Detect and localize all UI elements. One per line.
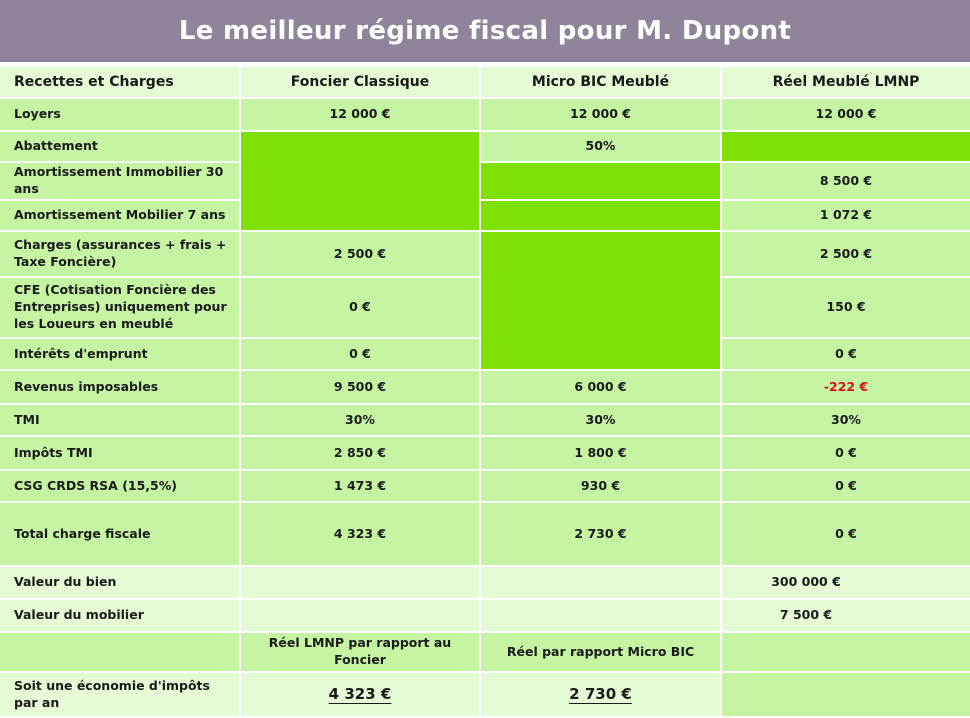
cell-revenus-foncier: 9 500 € (241, 371, 479, 403)
cell-comparison-micro: Réel par rapport Micro BIC (481, 633, 720, 671)
cell-loyers-reel: 12 000 € (722, 99, 970, 130)
cell-tmi-reel: 30% (722, 405, 970, 435)
cell-valeur-bien-reel-extra (890, 567, 970, 598)
row-label-amort-mobilier: Amortissement Mobilier 7 ans (0, 201, 239, 230)
row-label-valeur-mobilier: Valeur du mobilier (0, 600, 239, 631)
cell-cfe-foncier: 0 € (241, 278, 479, 337)
highlight-block-micro (481, 232, 720, 369)
cell-csg-reel: 0 € (722, 471, 970, 501)
cell-economie-foncier: 4 323 € (241, 673, 479, 716)
cell-tmi-foncier: 30% (241, 405, 479, 435)
column-header-reel-lmnp: Réel Meublé LMNP (722, 67, 970, 97)
row-label-abattement: Abattement (0, 132, 239, 161)
cell-interets-foncier: 0 € (241, 339, 479, 369)
row-label-charges: Charges (assurances + frais + Taxe Fonci… (0, 232, 239, 276)
row-label-impots-tmi: Impôts TMI (0, 437, 239, 469)
highlight-abattement-reel (722, 132, 970, 161)
cell-cfe-reel: 150 € (722, 278, 970, 337)
highlight-amort-mobilier-micro (481, 201, 720, 230)
cell-comparison-foncier: Réel LMNP par rapport au Foncier (241, 633, 479, 671)
cell-loyers-micro: 12 000 € (481, 99, 720, 130)
cell-tmi-micro: 30% (481, 405, 720, 435)
cell-csg-foncier: 1 473 € (241, 471, 479, 501)
cell-valeur-bien-foncier (241, 567, 479, 598)
row-label-cfe: CFE (Cotisation Foncière des Entreprises… (0, 278, 239, 337)
cell-economie-micro: 2 730 € (481, 673, 720, 716)
cell-abattement-micro: 50% (481, 132, 720, 161)
cell-csg-micro: 930 € (481, 471, 720, 501)
cell-impots-tmi-foncier: 2 850 € (241, 437, 479, 469)
row-label-tmi: TMI (0, 405, 239, 435)
cell-valeur-mobilier-foncier (241, 600, 479, 631)
cell-economie-reel (722, 673, 970, 716)
row-label-csg: CSG CRDS RSA (15,5%) (0, 471, 239, 501)
cell-amort-immobilier-reel: 8 500 € (722, 163, 970, 199)
cell-comparison-reel (722, 633, 970, 671)
tax-comparison-table: Recettes et Charges Foncier Classique Mi… (0, 62, 970, 718)
cell-revenus-micro: 6 000 € (481, 371, 720, 403)
cell-valeur-bien-micro (481, 567, 720, 598)
cell-valeur-mobilier-reel: 7 500 € (722, 600, 890, 631)
row-label-total: Total charge fiscale (0, 503, 239, 565)
row-label-interets: Intérêts d'emprunt (0, 339, 239, 369)
cell-impots-tmi-reel: 0 € (722, 437, 970, 469)
cell-loyers-foncier: 12 000 € (241, 99, 479, 130)
cell-amort-mobilier-reel: 1 072 € (722, 201, 970, 230)
cell-charges-foncier: 2 500 € (241, 232, 479, 276)
cell-revenus-reel: -222 € (722, 371, 970, 403)
cell-valeur-mobilier-reel-extra (890, 600, 970, 631)
row-label-revenus: Revenus imposables (0, 371, 239, 403)
cell-valeur-bien-reel: 300 000 € (722, 567, 890, 598)
column-header-micro-bic: Micro BIC Meublé (481, 67, 720, 97)
cell-valeur-mobilier-micro (481, 600, 720, 631)
row-label-comparison (0, 633, 239, 671)
row-label-loyers: Loyers (0, 99, 239, 130)
cell-charges-reel: 2 500 € (722, 232, 970, 276)
cell-total-micro: 2 730 € (481, 503, 720, 565)
cell-interets-reel: 0 € (722, 339, 970, 369)
column-header-foncier: Foncier Classique (241, 67, 479, 97)
page-title: Le meilleur régime fiscal pour M. Dupont (178, 16, 792, 46)
highlight-amort-immobilier-micro (481, 163, 720, 199)
row-label-amort-immobilier: Amortissement Immobilier 30 ans (0, 163, 239, 199)
cell-total-foncier: 4 323 € (241, 503, 479, 565)
cell-total-reel: 0 € (722, 503, 970, 565)
column-header-recettes: Recettes et Charges (0, 67, 239, 97)
highlight-block-foncier (241, 132, 479, 230)
cell-impots-tmi-micro: 1 800 € (481, 437, 720, 469)
row-label-economie: Soit une économie d'impôts par an (0, 673, 239, 716)
title-bar: Le meilleur régime fiscal pour M. Dupont (0, 0, 970, 62)
row-label-valeur-bien: Valeur du bien (0, 567, 239, 598)
